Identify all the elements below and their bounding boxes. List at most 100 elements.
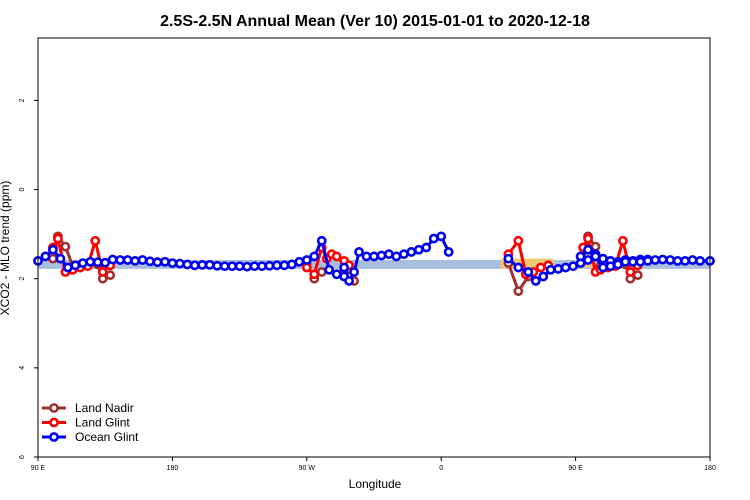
data-point-ocean-glint	[575, 251, 586, 262]
data-point-ocean-glint	[115, 255, 126, 265]
data-point-ocean-glint	[583, 244, 593, 255]
data-point-ocean-glint	[145, 256, 155, 267]
data-point-ocean-glint	[212, 260, 223, 271]
data-point-land-glint	[331, 251, 342, 262]
data-point-ocean-glint	[583, 255, 593, 265]
data-point-ocean-glint	[92, 257, 103, 268]
data-point-land-nadir	[60, 241, 71, 252]
data-point-ocean-glint	[204, 259, 215, 270]
data-point-ocean-glint	[77, 258, 88, 269]
x-tick-label: 90 E	[568, 465, 583, 472]
data-point-ocean-glint	[665, 255, 676, 265]
data-point-ocean-glint	[122, 255, 133, 265]
y-tick-label: 2	[19, 277, 26, 281]
y-tick-label: 4	[19, 366, 26, 370]
data-point-land-nadir	[590, 241, 601, 252]
data-point-ocean-glint	[294, 256, 305, 267]
data-point-ocean-glint	[354, 247, 364, 257]
y-tick-label: 6	[19, 455, 26, 459]
data-point-ocean-glint	[349, 267, 359, 277]
data-point-ocean-glint	[545, 264, 556, 275]
data-point-ocean-glint	[189, 260, 200, 271]
data-point-ocean-glint	[627, 256, 638, 267]
data-point-ocean-glint	[100, 257, 111, 268]
data-point-ocean-glint	[369, 251, 379, 262]
x-tick-label: 90 E	[31, 465, 46, 472]
data-point-land-glint	[513, 235, 524, 246]
data-point-ocean-glint	[242, 261, 252, 272]
data-point-land-glint	[97, 267, 108, 277]
data-point-ocean-glint	[62, 262, 73, 273]
x-tick-label: 180	[704, 465, 716, 472]
band-land-africa	[500, 258, 554, 269]
data-point-ocean-glint	[70, 260, 81, 271]
data-point-ocean-glint	[413, 244, 424, 255]
x-axis-label: Longitude	[349, 477, 402, 491]
data-point-ocean-glint	[428, 233, 439, 244]
data-point-land-glint	[301, 262, 312, 273]
x-tick-label: 0	[439, 465, 443, 472]
data-point-ocean-glint	[234, 261, 245, 272]
legend-label-land-nadir: Land Nadir	[75, 401, 134, 415]
data-point-ocean-glint	[650, 255, 661, 265]
data-point-land-glint	[625, 267, 636, 277]
data-point-ocean-glint	[376, 250, 387, 261]
data-point-ocean-glint	[197, 259, 208, 270]
data-point-ocean-glint	[590, 251, 601, 262]
y-tick-label: 2	[19, 98, 26, 102]
x-tick-label: 180	[167, 465, 179, 472]
data-point-ocean-glint	[384, 249, 394, 260]
data-point-ocean-glint	[160, 256, 170, 267]
plot-frame	[37, 37, 711, 458]
data-point-ocean-glint	[344, 276, 355, 286]
data-point-land-nadir	[316, 267, 327, 277]
data-point-ocean-glint	[182, 259, 193, 270]
data-point-ocean-glint	[620, 256, 631, 267]
data-point-ocean-glint	[130, 255, 140, 266]
data-point-ocean-glint	[48, 244, 58, 255]
data-point-ocean-glint	[398, 249, 409, 260]
data-point-ocean-glint	[264, 260, 275, 271]
data-point-ocean-glint	[272, 260, 282, 271]
data-point-ocean-glint	[309, 251, 320, 262]
legend-marker-land-glint	[49, 417, 59, 428]
data-point-ocean-glint	[152, 257, 163, 268]
band-ocean	[38, 259, 710, 269]
data-point-ocean-glint	[331, 269, 342, 280]
data-point-ocean-glint	[523, 267, 534, 277]
x-axis: 90 E 180 90 W 0 90 E 180	[31, 457, 716, 472]
data-point-ocean-glint	[85, 256, 96, 267]
data-point-land-glint	[535, 262, 546, 273]
data-point-ocean-glint	[361, 251, 372, 262]
data-point-land-nadir	[105, 270, 116, 281]
x-tick-label: 90 W	[299, 465, 316, 472]
data-point-ocean-glint	[635, 256, 646, 267]
data-point-ocean-glint	[530, 276, 541, 286]
legend-label-ocean-glint: Ocean Glint	[75, 430, 139, 444]
series-layer	[33, 231, 715, 297]
data-point-ocean-glint	[443, 247, 454, 257]
data-point-ocean-glint	[598, 253, 608, 264]
data-point-ocean-glint	[174, 258, 185, 269]
data-point-ocean-glint	[227, 261, 238, 272]
data-point-ocean-glint	[687, 255, 698, 265]
data-point-land-nadir	[48, 253, 58, 264]
data-point-ocean-glint	[657, 254, 668, 265]
data-point-ocean-glint	[436, 231, 447, 242]
data-point-ocean-glint	[40, 251, 51, 262]
data-point-ocean-glint	[107, 254, 118, 265]
data-point-ocean-glint	[406, 247, 417, 257]
series-ocean-glint	[33, 231, 715, 286]
legend-marker-land-nadir	[49, 403, 59, 413]
data-point-ocean-glint	[339, 262, 350, 273]
data-point-ocean-glint	[316, 235, 327, 246]
data-point-land-nadir	[513, 286, 524, 297]
data-point-ocean-glint	[642, 255, 653, 266]
data-point-ocean-glint	[680, 255, 691, 266]
data-point-ocean-glint	[167, 258, 178, 269]
data-point-ocean-glint	[553, 263, 564, 274]
y-tick-label: 0	[19, 188, 26, 192]
data-point-ocean-glint	[286, 259, 297, 270]
